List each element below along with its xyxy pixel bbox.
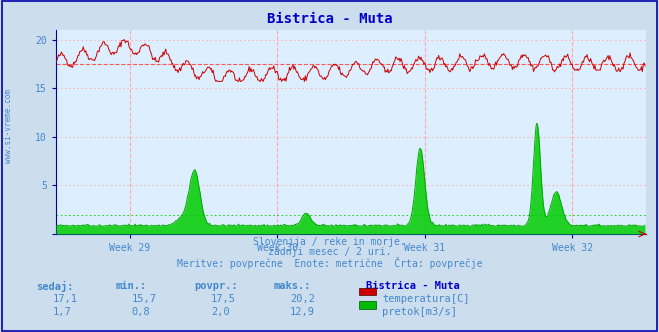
Text: 17,1: 17,1 [53,294,78,304]
Text: 17,5: 17,5 [211,294,236,304]
Text: Bistrica - Muta: Bistrica - Muta [366,281,459,290]
Text: povpr.:: povpr.: [194,281,238,290]
Text: Meritve: povprečne  Enote: metrične  Črta: povprečje: Meritve: povprečne Enote: metrične Črta:… [177,257,482,269]
Text: www.si-vreme.com: www.si-vreme.com [4,89,13,163]
Text: 2,0: 2,0 [211,307,229,317]
Text: pretok[m3/s]: pretok[m3/s] [382,307,457,317]
Text: 20,2: 20,2 [290,294,315,304]
Text: zadnji mesec / 2 uri.: zadnji mesec / 2 uri. [268,247,391,257]
Text: Bistrica - Muta: Bistrica - Muta [267,12,392,26]
Text: maks.:: maks.: [273,281,311,290]
Text: temperatura[C]: temperatura[C] [382,294,470,304]
Text: 15,7: 15,7 [132,294,157,304]
Text: Slovenija / reke in morje.: Slovenija / reke in morje. [253,237,406,247]
Text: sedaj:: sedaj: [36,281,74,291]
Text: min.:: min.: [115,281,146,290]
Text: 12,9: 12,9 [290,307,315,317]
Text: 1,7: 1,7 [53,307,71,317]
Text: 0,8: 0,8 [132,307,150,317]
